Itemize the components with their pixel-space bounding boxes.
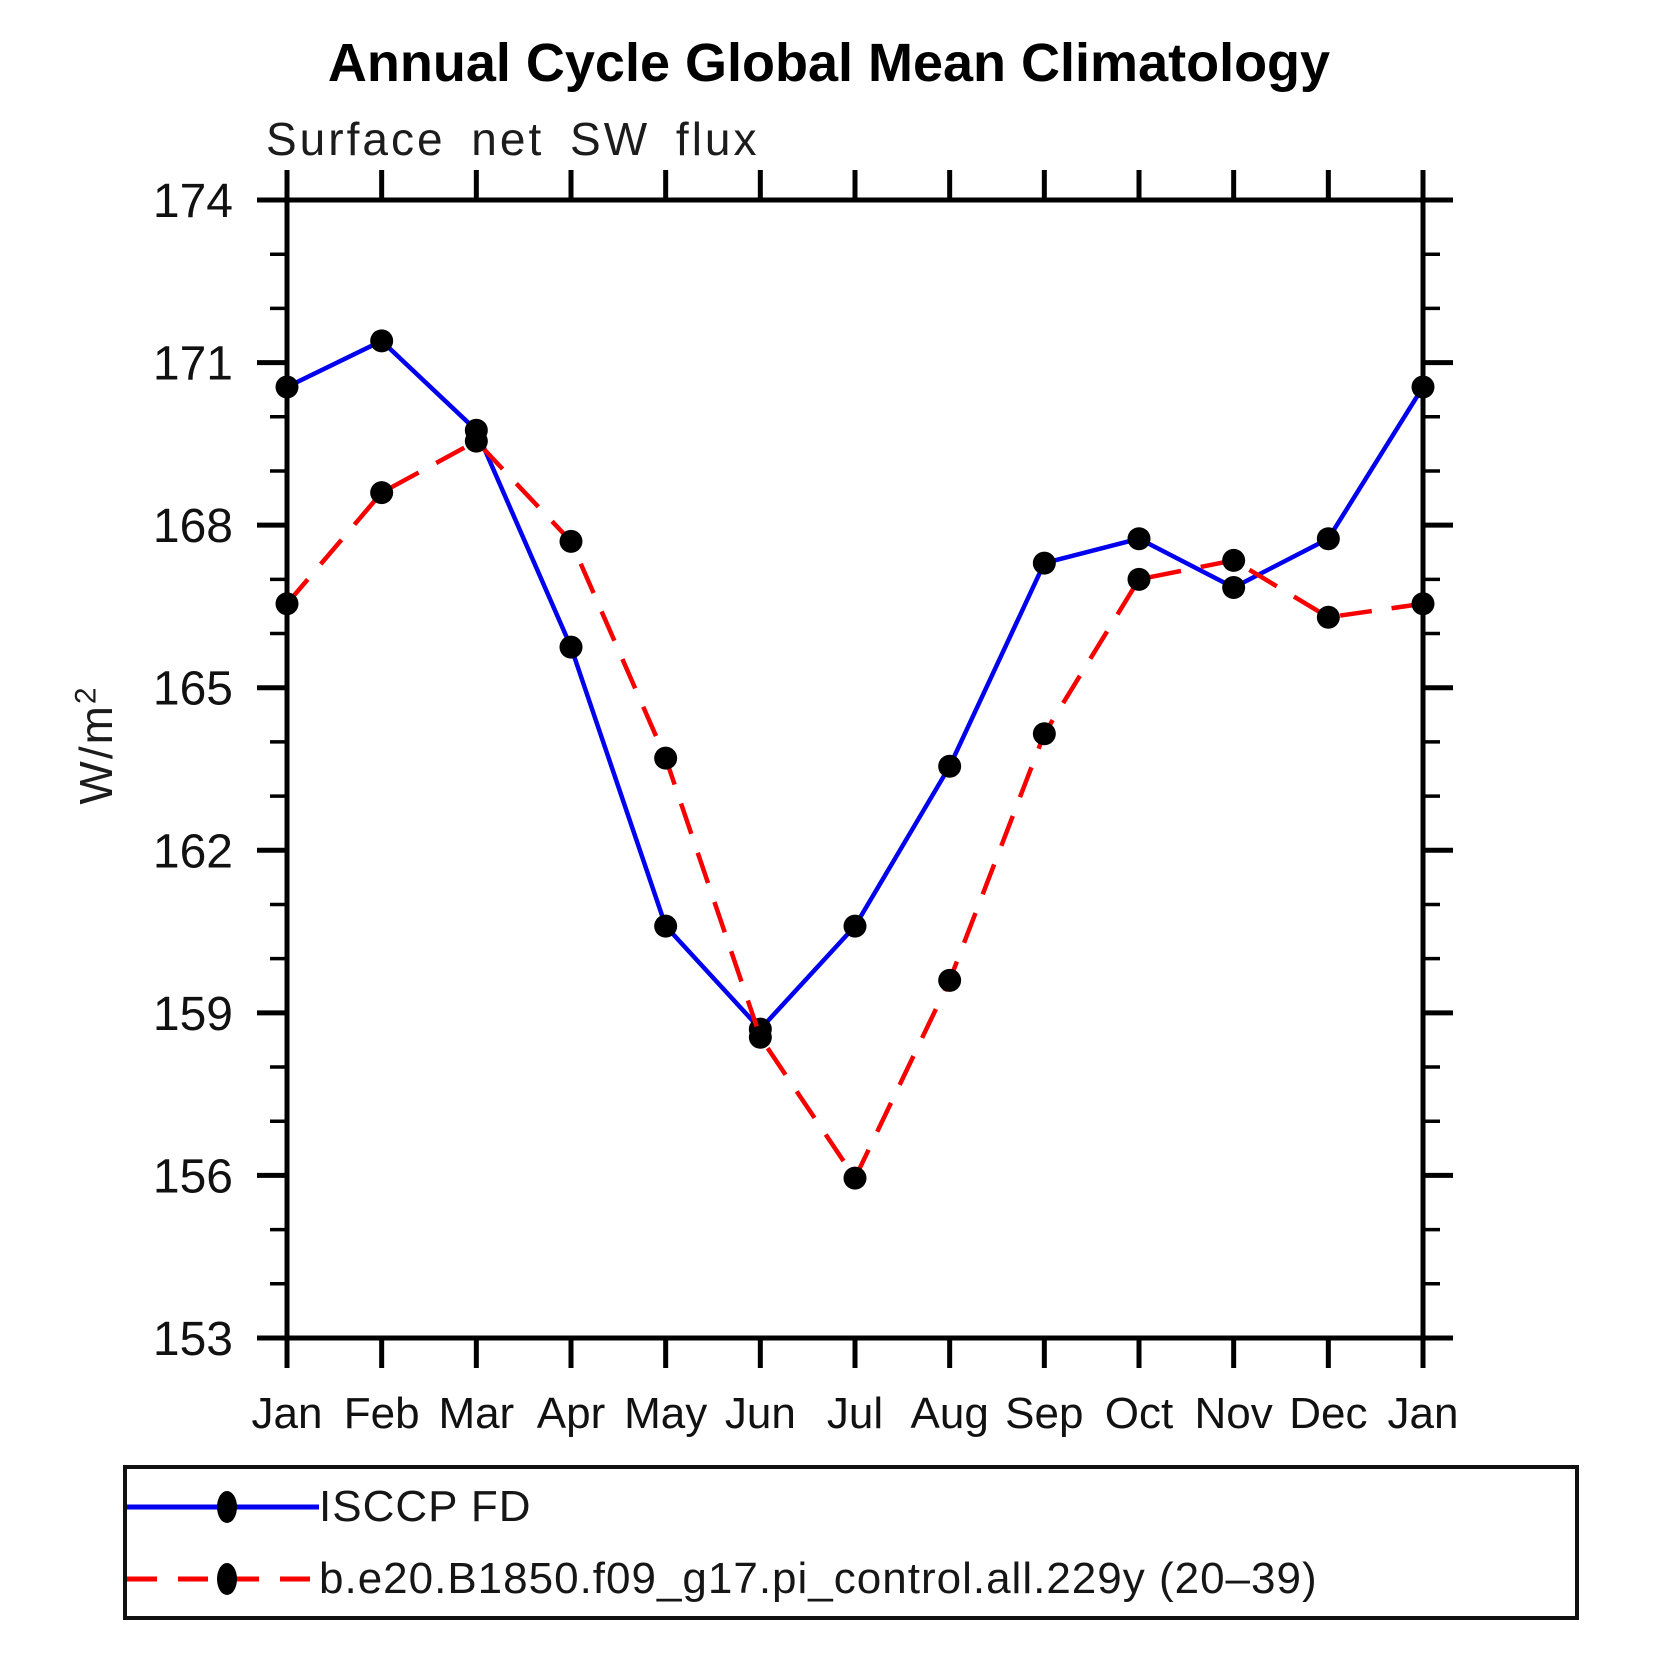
- x-tick-label: Dec: [1289, 1389, 1367, 1438]
- legend-item-isccp: ISCCP FD: [127, 1474, 1575, 1540]
- x-tick-label: Oct: [1105, 1389, 1173, 1438]
- x-tick-label: Aug: [911, 1389, 989, 1438]
- data-point-marker: [843, 1166, 867, 1190]
- x-tick-label: Jun: [725, 1389, 796, 1438]
- data-point-marker: [559, 635, 583, 659]
- data-point-marker: [370, 481, 394, 505]
- data-point-marker: [748, 1025, 772, 1049]
- data-point-marker: [843, 914, 867, 938]
- legend-label: b.e20.B1850.f09_g17.pi_control.all.229y …: [319, 1553, 1318, 1603]
- data-point-marker: [275, 592, 299, 616]
- y-tick-label: 165: [153, 663, 233, 716]
- data-point-marker: [938, 754, 962, 778]
- y-tick-label: 174: [153, 175, 233, 228]
- data-point-marker: [1222, 548, 1246, 572]
- x-tick-label: Nov: [1195, 1389, 1273, 1438]
- data-point-marker: [1316, 527, 1340, 551]
- y-tick-label: 168: [153, 500, 233, 553]
- legend-marker: [217, 1490, 237, 1523]
- legend-item-model: b.e20.B1850.f09_g17.pi_control.all.229y …: [127, 1546, 1575, 1612]
- data-point-marker: [559, 529, 583, 553]
- data-point-marker: [938, 968, 962, 992]
- y-tick-label: 171: [153, 338, 233, 391]
- chart-title: Annual Cycle Global Mean Climatology: [327, 33, 1331, 93]
- chart-canvas: 153 156 159 162 165 168 171 174 Jan Feb Mar Apr May J…: [153, 170, 1459, 1438]
- x-tick-label: May: [624, 1389, 707, 1438]
- legend-label: ISCCP FD: [319, 1481, 532, 1531]
- y-axis-label-exponent: 2: [69, 685, 103, 705]
- data-point-marker: [1032, 551, 1056, 575]
- x-tick-label: Jan: [1388, 1389, 1459, 1438]
- y-tick-label: 153: [153, 1313, 233, 1366]
- data-point-marker: [1127, 567, 1151, 591]
- data-point-marker: [1316, 605, 1340, 629]
- x-tick-label: Jul: [827, 1389, 883, 1438]
- y-tick-label: 156: [153, 1150, 233, 1203]
- y-axis-label-base: W/m: [70, 704, 122, 805]
- x-tick-label: Mar: [438, 1389, 514, 1438]
- data-point-marker: [1411, 375, 1435, 399]
- series-line: [285, 438, 1424, 1181]
- legend: ISCCP FD b.e20.B1850.f09_g17.pi_control.…: [123, 1465, 1579, 1620]
- legend-marker: [217, 1562, 237, 1595]
- y-tick-label: 162: [153, 825, 233, 878]
- x-tick-label: Sep: [1005, 1389, 1083, 1438]
- data-point-marker: [370, 329, 394, 353]
- plot-frame: [284, 197, 1426, 1341]
- x-tick-label: Feb: [344, 1389, 420, 1438]
- x-tick-label: Jan: [252, 1389, 323, 1438]
- data-point-marker: [275, 375, 299, 399]
- data-point-marker: [1127, 527, 1151, 551]
- legend-line-sample-solid: [127, 1490, 319, 1523]
- y-axis-label: W/m2: [69, 685, 123, 804]
- chart-subtitle: Surface net SW flux: [266, 113, 760, 165]
- data-point-marker: [1222, 575, 1246, 599]
- x-tick-label: Apr: [537, 1389, 605, 1438]
- y-tick-label: 159: [153, 988, 233, 1041]
- data-point-marker: [1411, 592, 1435, 616]
- data-point-marker: [1032, 722, 1056, 746]
- data-point-marker: [464, 429, 488, 453]
- data-point-marker: [654, 746, 678, 770]
- data-point-marker: [654, 914, 678, 938]
- legend-line-sample-dashed: [127, 1562, 319, 1595]
